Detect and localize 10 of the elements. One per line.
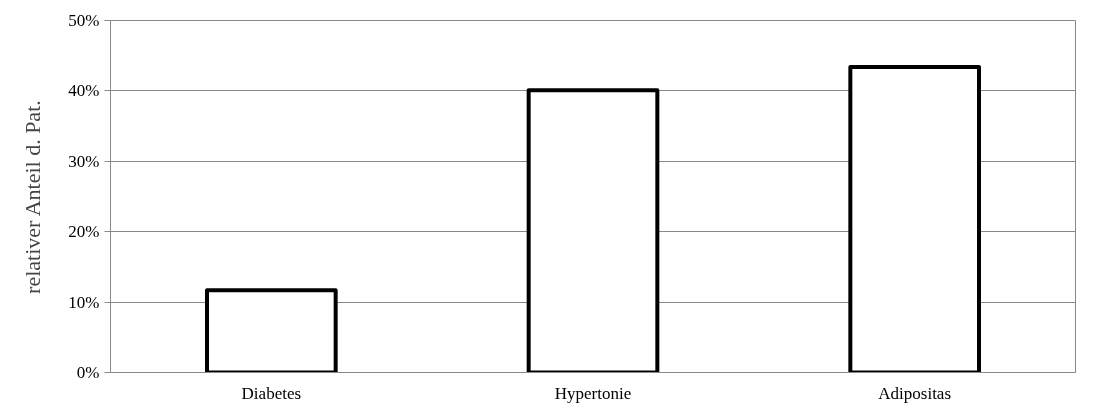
x-tick-label: Adipositas (878, 383, 952, 403)
y-tick-label: 50% (68, 11, 100, 30)
x-tick-label: Hypertonie (554, 383, 632, 403)
x-tick-label: Diabetes (241, 383, 302, 403)
y-tick-label: 30% (68, 151, 100, 171)
y-tick-label: 20% (68, 222, 100, 242)
y-tick-label: 0% (76, 363, 100, 382)
y-tick-label: 40% (68, 81, 100, 101)
y-axis-title: relativer Anteil d. Pat. (20, 100, 46, 294)
y-tick-label: 10% (68, 292, 100, 312)
